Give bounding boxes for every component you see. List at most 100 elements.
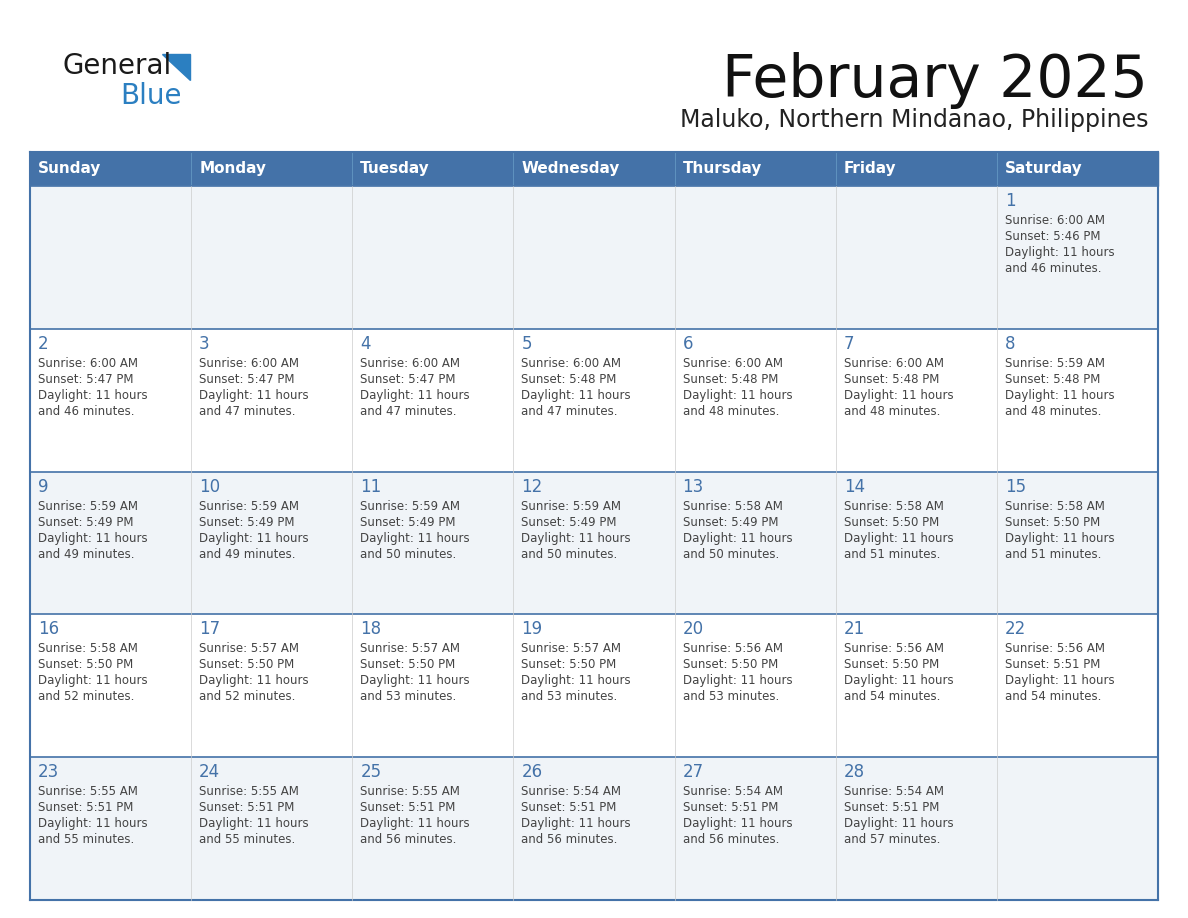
Bar: [30, 152, 191, 186]
Text: and 53 minutes.: and 53 minutes.: [683, 690, 779, 703]
Text: Sunrise: 5:58 AM: Sunrise: 5:58 AM: [683, 499, 783, 512]
Text: 26: 26: [522, 763, 543, 781]
Text: Daylight: 11 hours: Daylight: 11 hours: [1005, 675, 1114, 688]
Text: Sunrise: 6:00 AM: Sunrise: 6:00 AM: [683, 357, 783, 370]
Text: 15: 15: [1005, 477, 1026, 496]
Text: and 57 minutes.: and 57 minutes.: [843, 834, 940, 846]
Text: Daylight: 11 hours: Daylight: 11 hours: [683, 532, 792, 544]
Text: Daylight: 11 hours: Daylight: 11 hours: [38, 389, 147, 402]
Bar: [30, 614, 1158, 757]
Text: Daylight: 11 hours: Daylight: 11 hours: [38, 817, 147, 830]
Text: and 55 minutes.: and 55 minutes.: [38, 834, 134, 846]
Text: Sunset: 5:47 PM: Sunset: 5:47 PM: [38, 373, 133, 386]
Text: and 50 minutes.: and 50 minutes.: [360, 548, 456, 561]
Text: 18: 18: [360, 621, 381, 638]
Bar: [997, 152, 1158, 186]
Text: Sunrise: 5:55 AM: Sunrise: 5:55 AM: [360, 785, 460, 798]
Text: Daylight: 11 hours: Daylight: 11 hours: [200, 817, 309, 830]
Text: 11: 11: [360, 477, 381, 496]
Text: Daylight: 11 hours: Daylight: 11 hours: [1005, 246, 1114, 259]
Text: Sunset: 5:51 PM: Sunset: 5:51 PM: [38, 801, 133, 814]
Text: 16: 16: [38, 621, 59, 638]
Text: Sunrise: 5:58 AM: Sunrise: 5:58 AM: [843, 499, 943, 512]
Bar: [513, 152, 675, 186]
Text: Sunset: 5:50 PM: Sunset: 5:50 PM: [1005, 516, 1100, 529]
Text: Sunset: 5:51 PM: Sunset: 5:51 PM: [1005, 658, 1100, 671]
Text: Sunrise: 5:57 AM: Sunrise: 5:57 AM: [360, 643, 460, 655]
Text: Sunrise: 5:54 AM: Sunrise: 5:54 AM: [843, 785, 943, 798]
Bar: [675, 152, 835, 186]
Text: Sunset: 5:50 PM: Sunset: 5:50 PM: [200, 658, 295, 671]
Text: 23: 23: [38, 763, 59, 781]
Text: Maluko, Northern Mindanao, Philippines: Maluko, Northern Mindanao, Philippines: [680, 108, 1148, 132]
Text: Daylight: 11 hours: Daylight: 11 hours: [200, 675, 309, 688]
Text: Sunrise: 6:00 AM: Sunrise: 6:00 AM: [38, 357, 138, 370]
Text: 25: 25: [360, 763, 381, 781]
Text: Sunset: 5:48 PM: Sunset: 5:48 PM: [843, 373, 939, 386]
Text: and 52 minutes.: and 52 minutes.: [38, 690, 134, 703]
Text: Blue: Blue: [120, 82, 182, 110]
Bar: [353, 152, 513, 186]
Text: and 46 minutes.: and 46 minutes.: [1005, 262, 1101, 275]
Text: 10: 10: [200, 477, 220, 496]
Text: 4: 4: [360, 335, 371, 353]
Text: and 46 minutes.: and 46 minutes.: [38, 405, 134, 418]
Text: 27: 27: [683, 763, 703, 781]
Text: Daylight: 11 hours: Daylight: 11 hours: [38, 675, 147, 688]
Text: Sunset: 5:49 PM: Sunset: 5:49 PM: [200, 516, 295, 529]
Text: Sunset: 5:49 PM: Sunset: 5:49 PM: [683, 516, 778, 529]
Text: 12: 12: [522, 477, 543, 496]
Text: February 2025: February 2025: [722, 52, 1148, 109]
Text: Daylight: 11 hours: Daylight: 11 hours: [360, 817, 470, 830]
Text: Sunset: 5:50 PM: Sunset: 5:50 PM: [38, 658, 133, 671]
Text: Sunset: 5:50 PM: Sunset: 5:50 PM: [843, 516, 939, 529]
Text: and 54 minutes.: and 54 minutes.: [843, 690, 940, 703]
Text: Daylight: 11 hours: Daylight: 11 hours: [200, 389, 309, 402]
Text: Sunset: 5:48 PM: Sunset: 5:48 PM: [1005, 373, 1100, 386]
Bar: [30, 472, 1158, 614]
Text: Daylight: 11 hours: Daylight: 11 hours: [843, 675, 953, 688]
Text: and 56 minutes.: and 56 minutes.: [360, 834, 456, 846]
Text: Daylight: 11 hours: Daylight: 11 hours: [843, 389, 953, 402]
Text: Sunset: 5:50 PM: Sunset: 5:50 PM: [522, 658, 617, 671]
Text: and 51 minutes.: and 51 minutes.: [843, 548, 940, 561]
Text: Sunrise: 5:56 AM: Sunrise: 5:56 AM: [843, 643, 943, 655]
Text: 9: 9: [38, 477, 49, 496]
Text: and 48 minutes.: and 48 minutes.: [843, 405, 940, 418]
Text: Sunrise: 5:59 AM: Sunrise: 5:59 AM: [38, 499, 138, 512]
Text: Daylight: 11 hours: Daylight: 11 hours: [683, 817, 792, 830]
Text: Daylight: 11 hours: Daylight: 11 hours: [360, 389, 470, 402]
Text: 13: 13: [683, 477, 703, 496]
Text: 24: 24: [200, 763, 220, 781]
Text: Sunrise: 5:55 AM: Sunrise: 5:55 AM: [200, 785, 299, 798]
Text: 28: 28: [843, 763, 865, 781]
Text: Daylight: 11 hours: Daylight: 11 hours: [522, 675, 631, 688]
Text: 19: 19: [522, 621, 543, 638]
Text: Sunrise: 5:54 AM: Sunrise: 5:54 AM: [522, 785, 621, 798]
Text: Daylight: 11 hours: Daylight: 11 hours: [683, 675, 792, 688]
Bar: [30, 329, 1158, 472]
Text: Sunset: 5:51 PM: Sunset: 5:51 PM: [522, 801, 617, 814]
Text: Sunday: Sunday: [38, 162, 101, 176]
Text: Sunrise: 6:00 AM: Sunrise: 6:00 AM: [360, 357, 460, 370]
Text: Tuesday: Tuesday: [360, 162, 430, 176]
Text: and 50 minutes.: and 50 minutes.: [683, 548, 779, 561]
Text: Daylight: 11 hours: Daylight: 11 hours: [38, 532, 147, 544]
Text: 8: 8: [1005, 335, 1016, 353]
Text: Daylight: 11 hours: Daylight: 11 hours: [1005, 532, 1114, 544]
Polygon shape: [162, 54, 190, 80]
Text: Sunset: 5:49 PM: Sunset: 5:49 PM: [360, 516, 456, 529]
Text: and 49 minutes.: and 49 minutes.: [200, 548, 296, 561]
Text: Sunrise: 5:59 AM: Sunrise: 5:59 AM: [522, 499, 621, 512]
Text: 1: 1: [1005, 192, 1016, 210]
Text: Sunrise: 5:59 AM: Sunrise: 5:59 AM: [1005, 357, 1105, 370]
Text: 2: 2: [38, 335, 49, 353]
Text: 3: 3: [200, 335, 210, 353]
Text: Sunrise: 5:59 AM: Sunrise: 5:59 AM: [360, 499, 460, 512]
Text: General: General: [62, 52, 171, 80]
Text: Friday: Friday: [843, 162, 896, 176]
Text: and 49 minutes.: and 49 minutes.: [38, 548, 134, 561]
Text: Daylight: 11 hours: Daylight: 11 hours: [522, 532, 631, 544]
Text: Sunset: 5:47 PM: Sunset: 5:47 PM: [360, 373, 456, 386]
Text: Sunset: 5:49 PM: Sunset: 5:49 PM: [38, 516, 133, 529]
